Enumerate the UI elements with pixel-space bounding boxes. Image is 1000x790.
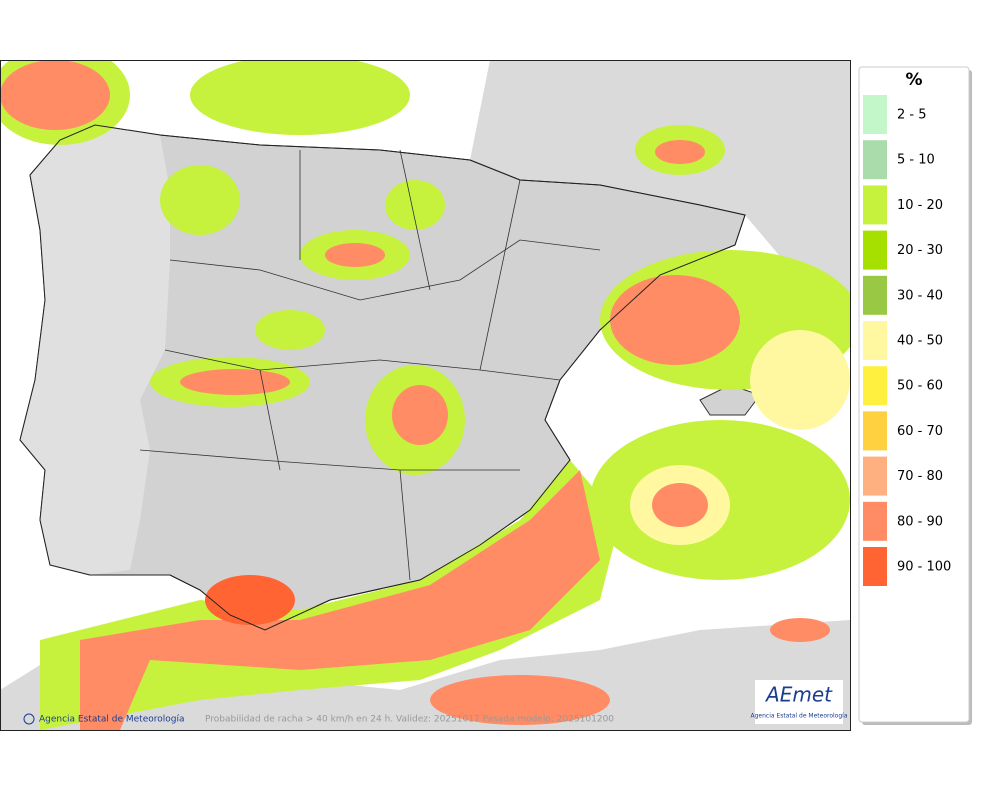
legend-label: 80 - 90 — [897, 514, 943, 529]
legend-label: 60 - 70 — [897, 424, 943, 439]
credit: Agencia Estatal de Meteorología — [39, 715, 185, 725]
area — [205, 575, 295, 625]
france — [470, 60, 850, 300]
map: AEmet Agencia Estatal de Meteorología Ag… — [0, 60, 850, 730]
region-borders — [139, 149, 601, 581]
legend-swatch — [863, 411, 887, 451]
legend-swatch — [863, 366, 887, 406]
portugal — [20, 125, 170, 575]
legend-label: 20 - 30 — [897, 243, 943, 258]
legend-label: 2 - 5 — [897, 108, 927, 123]
area — [255, 310, 325, 350]
area — [652, 483, 708, 527]
area — [770, 618, 830, 642]
area — [180, 369, 290, 395]
legend-label: 50 - 60 — [897, 379, 943, 394]
area — [655, 140, 705, 164]
legend-swatch — [863, 456, 887, 496]
legend-swatch — [863, 230, 887, 270]
area — [0, 60, 110, 130]
logo-box — [755, 680, 843, 724]
legend-swatch — [863, 95, 887, 134]
legend-label: 40 - 50 — [897, 334, 943, 349]
area — [750, 330, 850, 430]
legend-swatch — [863, 321, 887, 360]
area — [430, 675, 610, 725]
area — [160, 165, 240, 235]
map-frame — [0, 60, 851, 731]
probability-areas — [0, 60, 850, 730]
logo-name: AEmet — [764, 683, 833, 707]
legend-items: 2 - 5 5 - 10 10 - 20 20 - 30 30 - 40 40 - 50 5… — [863, 95, 951, 586]
legend-label: 5 - 10 — [897, 153, 935, 168]
legend-swatch — [863, 501, 887, 541]
area — [392, 385, 448, 445]
legend-label: 10 - 20 — [897, 198, 943, 213]
area — [385, 180, 445, 230]
coastline — [19, 124, 746, 631]
copyright-icon — [23, 713, 35, 725]
area — [610, 275, 740, 365]
area — [325, 243, 385, 267]
area — [190, 60, 410, 135]
legend-label: 70 - 80 — [897, 469, 943, 484]
legend-title: % — [905, 70, 922, 90]
legend-swatch — [863, 547, 887, 586]
area — [40, 460, 620, 730]
caption: Probabilidad de racha > 40 km/h en 24 h.… — [205, 715, 614, 725]
legend-swatch — [863, 185, 887, 225]
legend-label: 30 - 40 — [897, 288, 943, 303]
logo-subtitle: Agencia Estatal de Meteorología — [751, 713, 848, 720]
legend-label: 90 - 100 — [897, 560, 951, 575]
legend-swatch — [863, 275, 887, 315]
legend-swatch — [863, 140, 887, 180]
area — [80, 470, 600, 730]
